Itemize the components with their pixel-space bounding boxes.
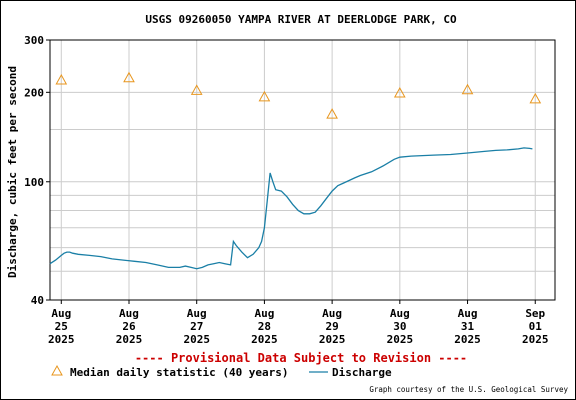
x-tick-label: Aug [322, 307, 342, 320]
y-axis: 300 200 100 40 [24, 34, 50, 307]
x-tick-label: 2025 [48, 333, 75, 346]
x-tick-label: 30 [393, 320, 406, 333]
x-tick-label: 28 [258, 320, 271, 333]
discharge-line [49, 147, 533, 270]
x-tick-label: 2025 [522, 333, 549, 346]
y-tick-label: 40 [31, 294, 44, 307]
x-tick-label: 31 [461, 320, 475, 333]
median-marker [258, 90, 271, 102]
series-discharge [49, 147, 533, 270]
x-tick-label: 2025 [454, 333, 481, 346]
x-tick-label: Aug [119, 307, 139, 320]
x-tick-label: 2025 [251, 333, 278, 346]
chart-title: USGS 09260050 YAMPA RIVER AT DEERLODGE P… [145, 13, 457, 26]
legend-median-label: Median daily statistic (40 years) [70, 366, 289, 379]
x-tick-label: Aug [458, 307, 478, 320]
legend-triangle-marker [51, 364, 63, 376]
legend-discharge-label: Discharge [332, 366, 392, 379]
median-marker [529, 92, 542, 104]
median-marker [190, 84, 203, 95]
x-tick-label: Aug [187, 307, 207, 320]
y-tick-label: 100 [24, 176, 44, 189]
x-tick-label: Aug [390, 307, 410, 320]
median-marker [326, 108, 338, 119]
x-tick-label: 25 [55, 320, 68, 333]
x-tick-label: Aug [254, 307, 274, 320]
median-marker [123, 71, 135, 83]
median-marker [55, 73, 68, 85]
series-median [55, 71, 542, 119]
median-marker [461, 83, 474, 95]
x-tick-label: 29 [325, 320, 338, 333]
usgs-credit: Graph courtesy of the U.S. Geological Su… [369, 385, 568, 394]
x-axis: Aug252025Aug262025Aug272025Aug282025Aug2… [48, 300, 549, 346]
x-tick-label: Sep [525, 307, 545, 320]
y-axis-label: Discharge, cubic feet per second [6, 66, 19, 278]
y-tick-label: 200 [24, 86, 44, 99]
x-tick-label: 2025 [116, 333, 143, 346]
x-tick-label: 2025 [319, 333, 346, 346]
x-tick-label: 27 [190, 320, 203, 333]
x-tick-label: 26 [122, 320, 136, 333]
x-tick-label: Aug [51, 307, 71, 320]
median-marker [393, 86, 406, 98]
plot-area-border [49, 39, 556, 301]
y-tick-label: 300 [24, 34, 44, 47]
x-tick-label: 2025 [183, 333, 210, 346]
x-tick-label: 01 [529, 320, 543, 333]
x-tick-label: 2025 [387, 333, 414, 346]
legend: Median daily statistic (40 years) Discha… [51, 364, 392, 379]
provisional-note: ---- Provisional Data Subject to Revisio… [135, 351, 467, 365]
